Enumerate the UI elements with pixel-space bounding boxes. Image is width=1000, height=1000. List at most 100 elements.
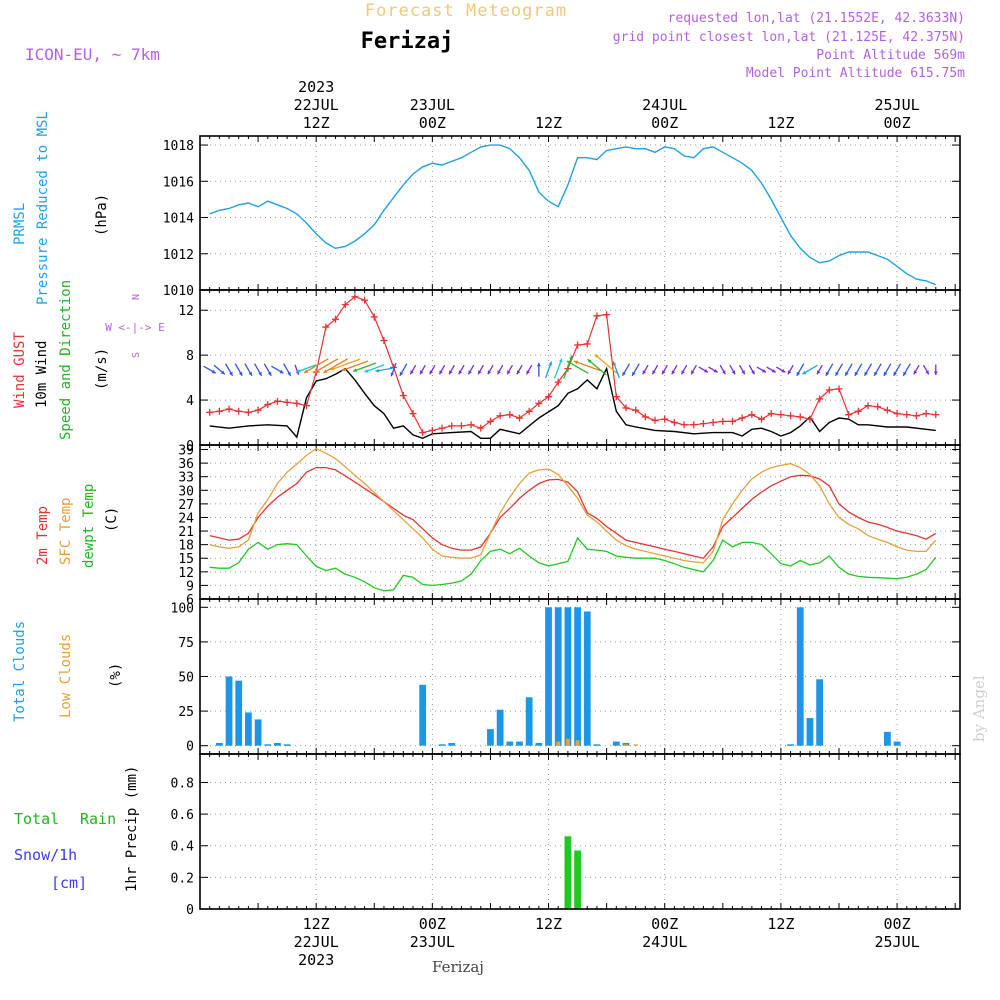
pressure-label-2: Pressure Reduced to MSL bbox=[35, 111, 51, 305]
gust-marker bbox=[670, 419, 678, 427]
pressure-unit: (hPa) bbox=[94, 194, 110, 236]
compass-n: N bbox=[131, 294, 142, 300]
gust-marker bbox=[777, 411, 785, 419]
gust-marker bbox=[215, 407, 223, 415]
wind-arrow-head bbox=[731, 370, 736, 375]
top-time-label: 22JUL bbox=[294, 96, 339, 114]
wind-arrow-head bbox=[704, 369, 708, 373]
gust-marker bbox=[293, 399, 301, 407]
temp2m-line bbox=[209, 466, 937, 559]
wind-arrow-head bbox=[874, 371, 878, 376]
gust-marker bbox=[302, 402, 310, 410]
y-tick-label: 33 bbox=[178, 471, 194, 486]
wind-arrow-head bbox=[439, 370, 443, 375]
wind-arrow-head bbox=[594, 354, 599, 359]
gust-marker bbox=[612, 393, 620, 401]
total-cloud-bar bbox=[564, 607, 572, 746]
wind-arrow-head bbox=[652, 370, 656, 375]
y-tick-label: 1010 bbox=[163, 284, 194, 299]
wind-arrow-head bbox=[622, 371, 626, 376]
gust-marker bbox=[438, 424, 446, 432]
compass-s: S bbox=[131, 352, 142, 358]
wind-arrow bbox=[573, 360, 601, 372]
temp-ylabels: 2m Temp SFC Temp dewpt Temp (C) bbox=[35, 484, 120, 568]
wind-arrow-head bbox=[854, 371, 859, 376]
model-altitude: Model Point Altitude 615.75m bbox=[746, 66, 965, 81]
gust-marker bbox=[428, 426, 436, 434]
wind-arrow-head bbox=[671, 370, 676, 375]
rain-label: Rain bbox=[80, 810, 116, 828]
gust-marker bbox=[787, 412, 795, 420]
wind-arrow-head bbox=[632, 371, 636, 376]
total-cloud-bar bbox=[264, 744, 272, 746]
wind-arrow-head bbox=[883, 371, 888, 376]
gust-marker bbox=[467, 421, 475, 429]
wind-arrow-head bbox=[429, 370, 434, 375]
y-tick-label: 27 bbox=[178, 498, 194, 513]
bottom-time-label: 22JUL bbox=[294, 933, 339, 951]
gust-marker bbox=[622, 404, 630, 412]
wind-arrow-head bbox=[458, 370, 463, 375]
wind-arrow-head bbox=[410, 370, 414, 375]
gust-line bbox=[209, 296, 936, 434]
total-cloud-bar bbox=[419, 684, 427, 746]
wind-arrow-head bbox=[526, 370, 530, 375]
total-cloud-bar bbox=[535, 742, 543, 746]
wind-arrow bbox=[563, 355, 573, 379]
total-cloud-bar bbox=[496, 709, 504, 746]
wind-arrow-head bbox=[304, 369, 309, 373]
wind-arrow-head bbox=[229, 371, 233, 376]
wind-arrow-head bbox=[399, 371, 404, 376]
wind-arrow bbox=[303, 358, 329, 374]
top-time-label: 25JUL bbox=[874, 96, 919, 114]
bottom-time-label: 23JUL bbox=[410, 933, 455, 951]
gust-marker bbox=[496, 412, 504, 420]
low-cloud-bar bbox=[575, 740, 580, 746]
gust-marker bbox=[506, 411, 514, 419]
wind-arrow-head bbox=[662, 370, 666, 375]
precip-axis-label: 1hr Precip (mm) bbox=[124, 766, 140, 892]
gust-marker bbox=[806, 415, 814, 423]
gust-marker bbox=[477, 424, 485, 432]
wind-arrow-head bbox=[569, 355, 573, 360]
cloud-ylabels: Total Clouds Low Clouds (%) bbox=[12, 621, 124, 722]
location-title: Ferizaj bbox=[361, 29, 454, 54]
gust-label: Wind GUST bbox=[12, 332, 28, 408]
total-cloud-bar bbox=[612, 741, 620, 746]
gust-marker bbox=[748, 411, 756, 419]
total-cloud-bar bbox=[583, 611, 591, 746]
bottom-time-label: 00Z bbox=[419, 915, 446, 933]
wind-arrow-head bbox=[341, 367, 346, 372]
bottom-time-label: 00Z bbox=[884, 915, 911, 933]
wind-arrow-head bbox=[287, 371, 291, 376]
wind-arrow-head bbox=[258, 371, 262, 376]
grid-coords: grid point closest lon,lat (21.125E, 42.… bbox=[613, 30, 965, 45]
wind-arrow-head bbox=[375, 368, 380, 373]
low-cloud-bar bbox=[556, 741, 561, 746]
wind-arrow-head bbox=[771, 369, 776, 373]
rain-bar bbox=[564, 836, 572, 909]
wind-arrow-head bbox=[913, 370, 918, 375]
total-cloud-bar bbox=[884, 731, 891, 746]
y-tick-label: 25 bbox=[178, 705, 194, 720]
wind-arrow-head bbox=[487, 370, 492, 375]
gust-marker bbox=[854, 407, 862, 415]
gust-marker bbox=[632, 406, 640, 414]
gust-marker bbox=[574, 341, 582, 349]
wind-arrow-head bbox=[279, 369, 284, 374]
y-tick-label: 30 bbox=[178, 484, 194, 499]
wind-arrow-head bbox=[864, 371, 868, 376]
wind-arrow-head bbox=[449, 370, 453, 375]
y-tick-label: 0 bbox=[186, 903, 194, 918]
y-tick-label: 8 bbox=[186, 349, 194, 364]
y-tick-label: 0 bbox=[186, 439, 194, 454]
wind-arrow-head bbox=[691, 370, 695, 375]
speed-dir-label: Speed and Direction bbox=[58, 280, 74, 440]
total-cloud-bar bbox=[796, 607, 804, 746]
panel-frame bbox=[199, 753, 961, 910]
temp-unit: (C) bbox=[104, 507, 120, 532]
y-tick-label: 50 bbox=[178, 671, 194, 686]
gust-marker bbox=[525, 407, 533, 415]
low-clouds-label: Low Clouds bbox=[58, 634, 74, 718]
